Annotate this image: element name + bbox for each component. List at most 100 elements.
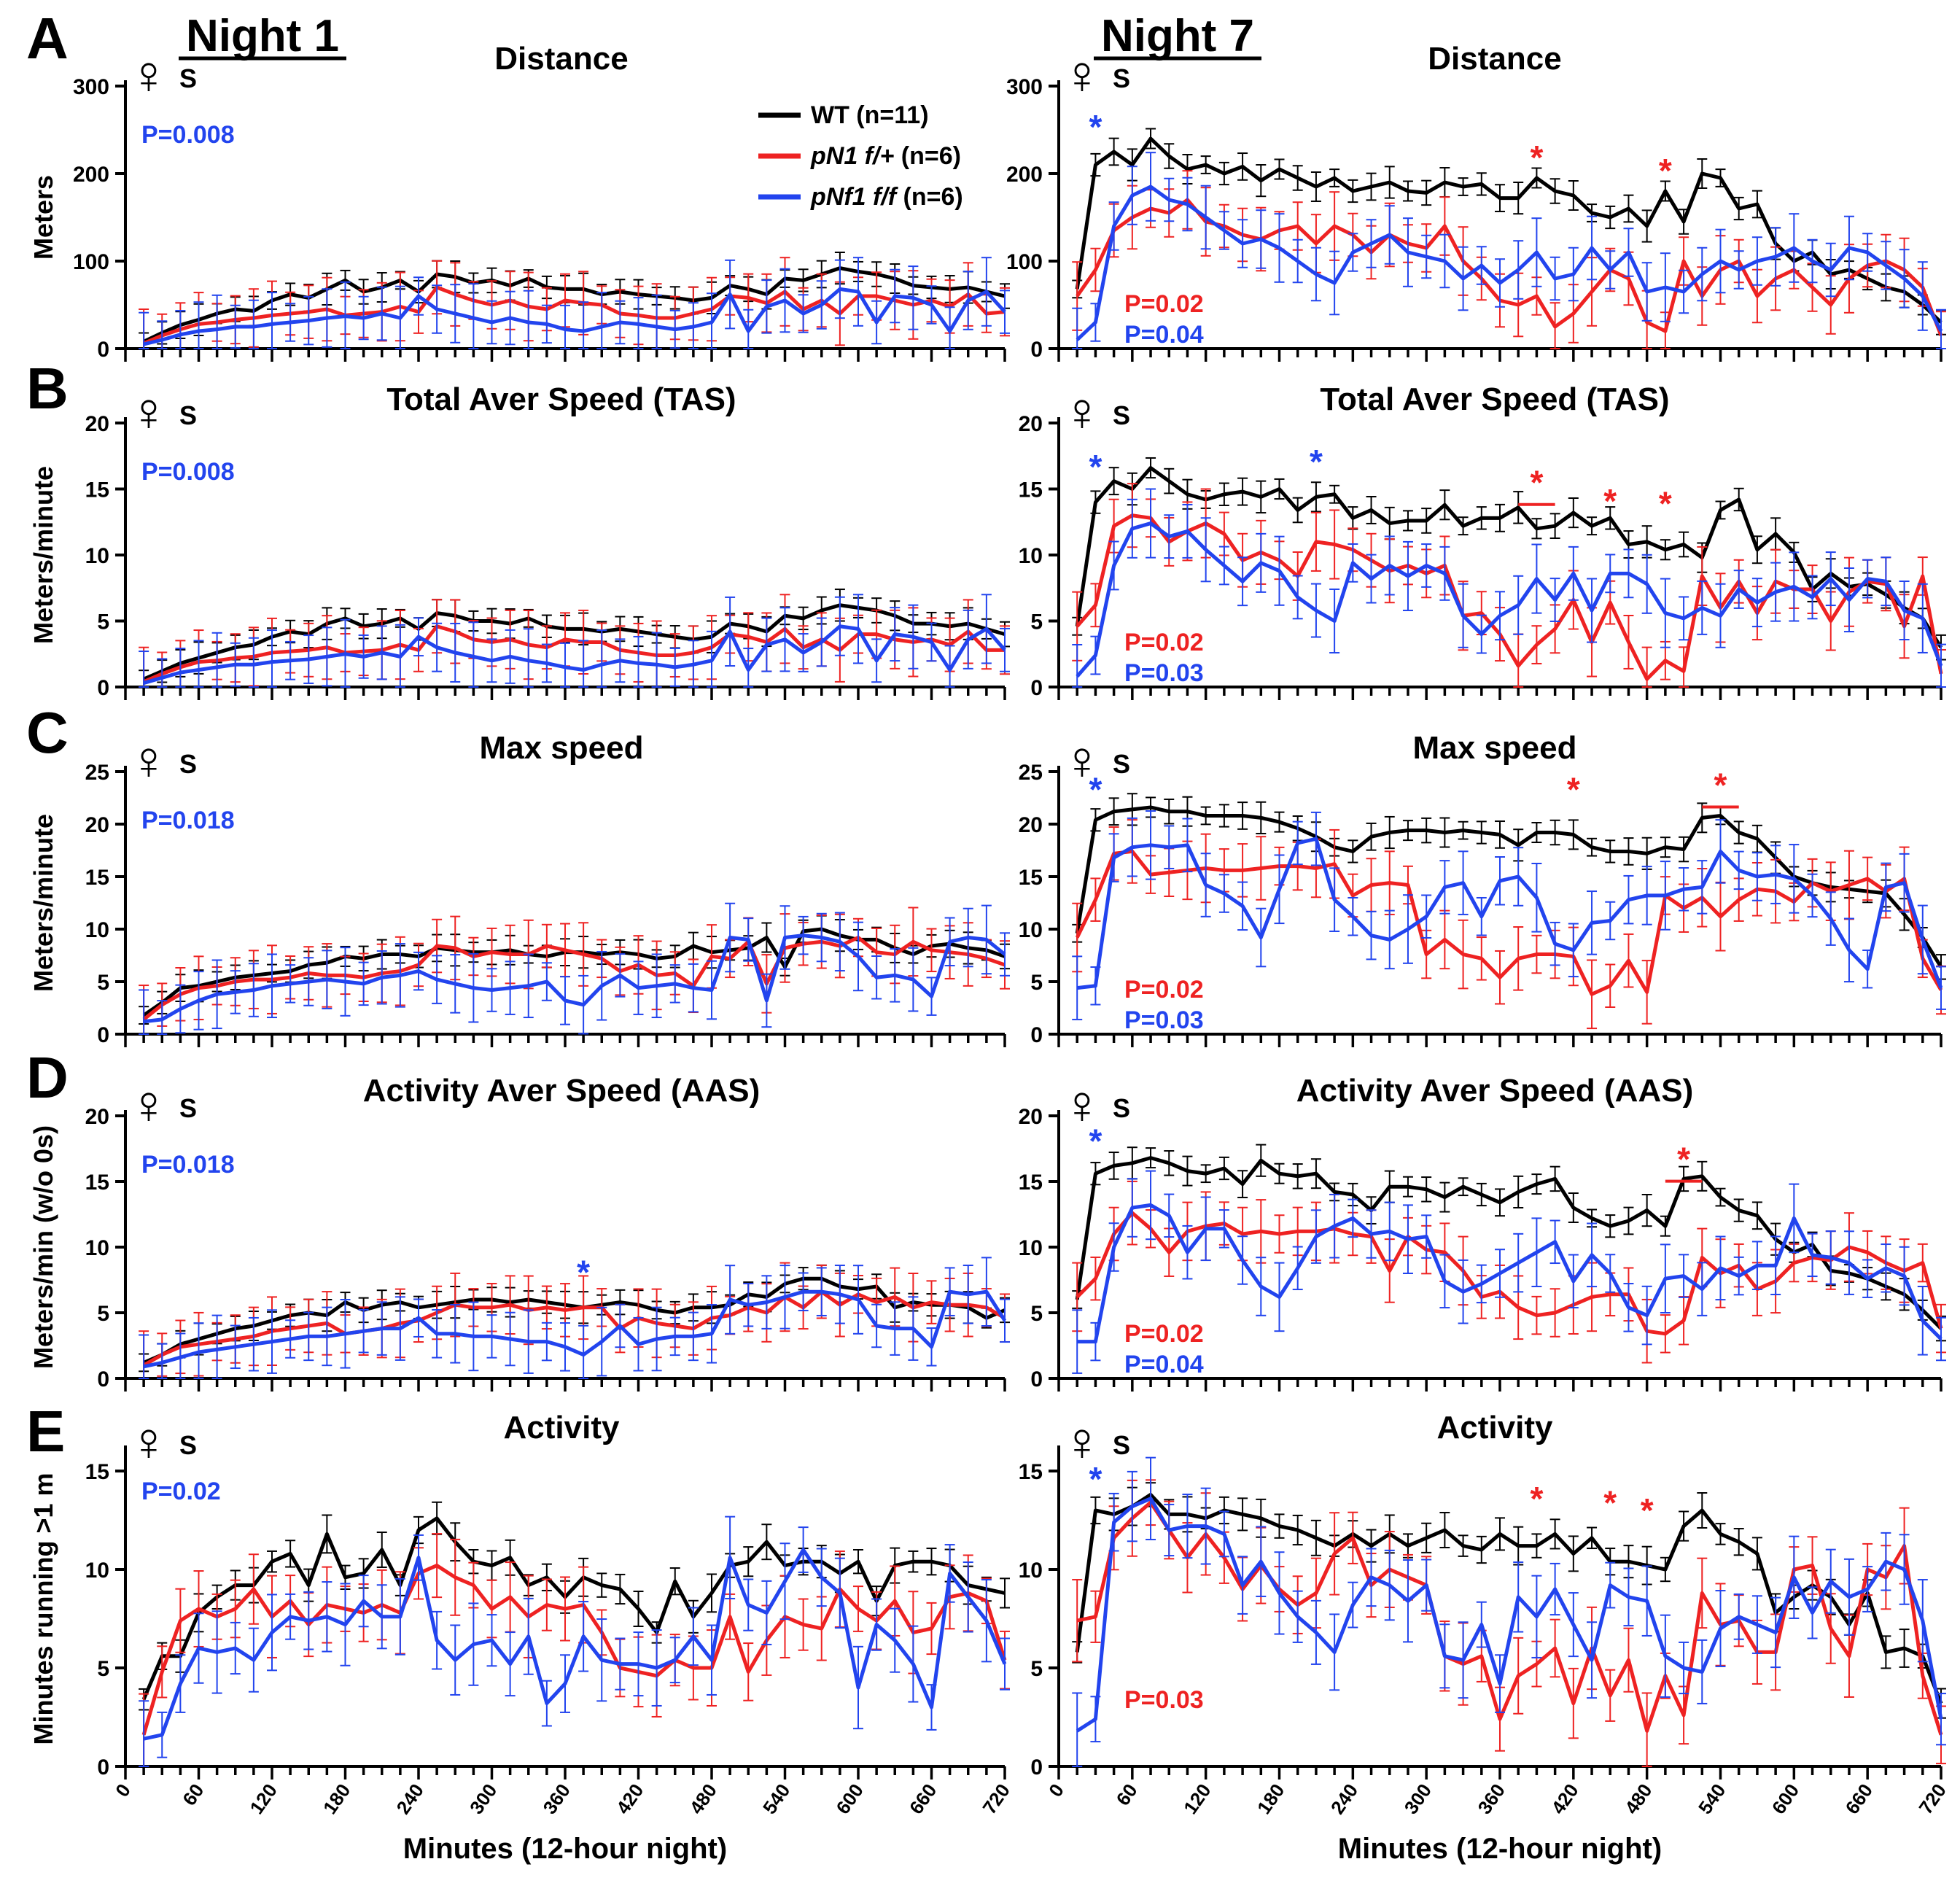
series-line: [143, 266, 1006, 344]
p-value-label: P=0.03: [1124, 1006, 1204, 1034]
chart-panel-a-2: Distance ♀ S 0 100 200 300 * * * P=0.02 P=0.04: [1006, 41, 1946, 362]
chart-panel-b-2: Total Aver Speed (TAS) ♀ S 0 5 10 15 20 * * * * * P=0…: [1019, 381, 1946, 700]
series-line: [143, 1276, 1006, 1365]
y-tick-label: 10: [85, 544, 109, 568]
y-tick-label: 15: [85, 1171, 109, 1195]
significance-star: *: [1089, 448, 1102, 486]
y-tick-label: 10: [1019, 918, 1043, 942]
significance-star: *: [1310, 443, 1323, 481]
legend: WT (n=11)pN1 f/+ (n=6)pNf1 f/f (n=6): [758, 101, 963, 211]
panel-letter-c: C: [26, 700, 69, 765]
y-axis-label: Meters/min (w/o 0s): [28, 1125, 58, 1369]
significance-star: *: [577, 1253, 590, 1291]
p-value-label: P=0.008: [141, 121, 235, 149]
sex-label: S: [1113, 1093, 1130, 1123]
y-tick-label: 20: [85, 1105, 109, 1129]
y-tick-label: 20: [1019, 813, 1043, 837]
y-tick-label: 10: [1019, 1236, 1043, 1260]
y-tick-label: 200: [1006, 163, 1043, 187]
significance-star: *: [1530, 139, 1543, 176]
series-line: [143, 603, 1006, 681]
significance-star: *: [1089, 108, 1102, 146]
y-tick-label: 100: [1006, 250, 1043, 274]
panel-letter-a: A: [26, 6, 69, 71]
sex-label: S: [179, 63, 197, 93]
series-line: [1075, 849, 1943, 996]
series-line: [142, 936, 1006, 1021]
series-het: [139, 907, 1010, 1035]
chart-title: Max speed: [480, 730, 644, 766]
series-line: [143, 934, 1006, 1024]
y-tick-label: 200: [73, 163, 109, 187]
significance-star: *: [1089, 770, 1102, 808]
series-ko: [139, 594, 1010, 688]
p-value-label: P=0.018: [141, 807, 235, 834]
y-tick-label: 10: [85, 1236, 109, 1260]
series-wt: [1072, 793, 1946, 980]
y-tick-label: 20: [85, 813, 109, 837]
series-line: [143, 1289, 1007, 1369]
female-symbol: ♀: [128, 730, 169, 791]
y-tick-label: 15: [1019, 478, 1043, 502]
y-tick-label: 20: [1019, 412, 1043, 436]
female-symbol: ♀: [1062, 1074, 1102, 1135]
y-tick-label: 5: [1030, 971, 1043, 995]
significance-star: *: [1659, 152, 1672, 190]
series-line: [1076, 185, 1943, 341]
chart-panel-c-1: Max speed ♀ S 0 5 10 15 20 25 Meters/minute P=0.01…: [28, 730, 1010, 1047]
y-tick-label: 0: [97, 676, 109, 700]
female-symbol: ♀: [1062, 44, 1102, 105]
female-symbol: ♀: [128, 44, 169, 105]
sex-label: S: [1113, 749, 1130, 779]
chart-title: Distance: [1428, 41, 1561, 77]
series-wt: [139, 589, 1010, 688]
female-symbol: ♀: [128, 381, 169, 442]
series-ko: [139, 902, 1010, 1035]
significance-star: *: [1530, 464, 1543, 502]
y-tick-label: 0: [1030, 676, 1043, 700]
y-axis-label: Meters/minute: [28, 466, 58, 644]
column-header-2: Night 7: [1101, 11, 1254, 61]
series-line: [1076, 521, 1943, 678]
series-line: [142, 1289, 1006, 1367]
y-axis-label: Meters: [28, 175, 58, 260]
female-symbol: ♀: [128, 1074, 169, 1135]
y-axis-label: Meters/minute: [28, 814, 58, 992]
y-tick-label: 15: [1019, 1171, 1043, 1195]
y-tick-label: 0: [97, 1023, 109, 1047]
series-ko: [1072, 810, 1946, 1020]
series-line: [143, 624, 1006, 685]
y-tick-label: 5: [97, 971, 109, 995]
sex-label: S: [179, 400, 197, 430]
series-line: [1076, 837, 1943, 990]
y-tick-label: 5: [97, 1302, 109, 1326]
legend-name: pN1 f/+: [810, 142, 894, 170]
legend-count: (n=6): [896, 183, 963, 211]
series-wt: [1072, 1144, 1946, 1342]
sex-label: S: [179, 749, 197, 779]
y-tick-label: 300: [73, 75, 109, 99]
chart-title: Distance: [494, 41, 628, 77]
series-line: [143, 624, 1005, 684]
y-tick-label: 0: [1030, 338, 1043, 362]
series-line: [1075, 136, 1942, 324]
sex-label: S: [179, 1093, 197, 1123]
significance-star: *: [1603, 482, 1617, 520]
series-line: [143, 285, 1006, 346]
chart-title: Max speed: [1413, 730, 1577, 766]
y-tick-label: 0: [1030, 1023, 1043, 1047]
y-tick-label: 100: [73, 250, 109, 274]
y-tick-label: 5: [97, 610, 109, 634]
column-header-1: Night 1: [186, 11, 339, 61]
sex-label: S: [1113, 400, 1130, 430]
p-value-label: P=0.03: [1124, 659, 1204, 687]
significance-star: *: [1714, 766, 1727, 804]
series-ko: [1072, 152, 1946, 349]
p-value-label: P=0.018: [141, 1151, 235, 1179]
series-wt: [139, 1264, 1010, 1373]
panel-letter-b: B: [26, 356, 69, 421]
chart-panel-b-1: Total Aver Speed (TAS) ♀ S 0 5 10 15 20 Meters/m…: [28, 381, 1010, 700]
y-tick-label: 5: [1030, 1302, 1043, 1326]
series-line: [1076, 198, 1943, 336]
series-wt: [139, 915, 1010, 1025]
